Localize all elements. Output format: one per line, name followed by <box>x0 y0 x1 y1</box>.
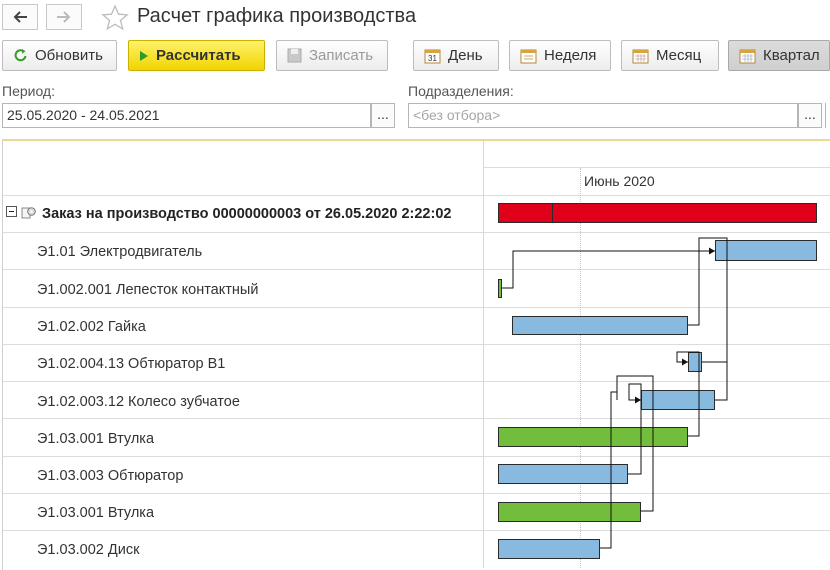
refresh-button[interactable]: Обновить <box>2 40 117 71</box>
refresh-label: Обновить <box>35 47 103 64</box>
calculate-button[interactable]: Рассчитать <box>128 40 265 71</box>
task-bar[interactable] <box>715 240 817 261</box>
task-bar[interactable] <box>512 316 688 335</box>
quarter-label: Квартал <box>763 47 820 64</box>
task-bar[interactable] <box>498 279 502 298</box>
calendar-quarter-icon <box>739 49 756 63</box>
period-choose-button[interactable]: ... <box>371 103 395 128</box>
task-bar[interactable] <box>498 464 628 484</box>
calendar-week-icon <box>520 49 537 63</box>
row-label: Э1.002.001 Лепесток контактный <box>37 282 259 298</box>
task-bar[interactable] <box>498 539 600 559</box>
save-label: Записать <box>309 47 374 64</box>
play-icon <box>140 50 148 61</box>
row-label: Э1.02.002 Гайка <box>37 319 146 335</box>
calendar-day-icon: 31 <box>424 49 441 63</box>
task-bar[interactable] <box>498 427 688 447</box>
calendar-month-icon <box>632 49 649 63</box>
arrow-right-icon <box>57 11 71 23</box>
day-label: День <box>448 47 483 64</box>
svg-text:31: 31 <box>428 54 437 63</box>
units-label: Подразделения: <box>408 83 514 99</box>
save-icon <box>287 48 302 63</box>
task-bar[interactable] <box>498 502 641 522</box>
week-label: Неделя <box>544 47 597 64</box>
arrow-left-icon <box>13 11 27 23</box>
calculate-label: Рассчитать <box>156 47 241 64</box>
task-bar[interactable] <box>641 390 715 410</box>
save-button[interactable]: Записать <box>276 40 388 71</box>
gantt-splitter[interactable] <box>483 141 484 568</box>
row-label: Э1.03.002 Диск <box>37 542 140 558</box>
refresh-icon <box>14 49 27 62</box>
row-label: Э1.03.001 Втулка <box>37 431 155 447</box>
task-bar[interactable] <box>688 352 702 372</box>
forward-button[interactable] <box>46 4 82 30</box>
gantt-chart[interactable] <box>2 139 830 570</box>
day-button[interactable]: 31 День <box>413 40 499 71</box>
field-edge <box>825 103 830 128</box>
units-field[interactable]: <без отбора> <box>408 103 798 128</box>
order-bar[interactable] <box>498 203 817 223</box>
quarter-button[interactable]: Квартал <box>728 40 830 71</box>
period-label: Период: <box>2 83 55 99</box>
row-label: Э1.02.003.12 Колесо зубчатое <box>37 394 240 410</box>
month-gridline <box>580 168 581 568</box>
page-title: Расчет графика производства <box>137 5 417 27</box>
order-bar-divider <box>552 204 553 222</box>
month-label: Месяц <box>656 47 702 64</box>
timeline-month-label: Июнь 2020 <box>584 173 655 189</box>
back-button[interactable] <box>2 4 38 30</box>
row-label: Э1.03.003 Обтюратор <box>37 468 184 484</box>
week-button[interactable]: Неделя <box>509 40 611 71</box>
period-field[interactable]: 25.05.2020 - 24.05.2021 <box>2 103 371 128</box>
month-button[interactable]: Месяц <box>621 40 719 71</box>
production-order-icon <box>21 207 36 219</box>
star-icon[interactable] <box>101 4 129 31</box>
row-label: Э1.03.001 Втулка <box>37 505 155 521</box>
order-label: Заказ на производство 00000000003 от 26.… <box>42 206 452 222</box>
collapse-icon[interactable] <box>6 206 18 218</box>
row-label: Э1.02.004.13 Обтюратор В1 <box>37 356 226 372</box>
row-label: Э1.01 Электродвигатель <box>37 244 203 260</box>
units-choose-button[interactable]: ... <box>798 103 822 128</box>
